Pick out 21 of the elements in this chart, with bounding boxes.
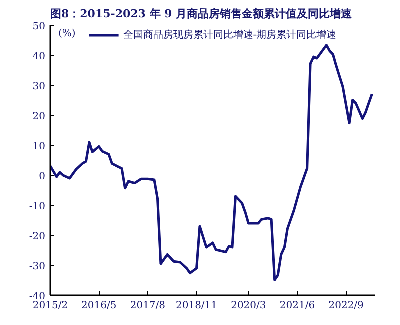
y-tick-label: -10 [29,202,46,212]
y-tick-label: 0 [39,172,46,182]
chart-title: 图8：2015-2023 年 9 月商品房销售金额累计值及同比增速 [50,8,354,20]
y-tick-label: -40 [29,292,46,302]
y-tick-label: 50 [32,22,46,32]
legend-label: 全国商品房现房累计同比增速-期房累计同比增速 [123,28,337,42]
x-tick-label: 2018/11 [176,300,218,312]
y-axis-title: (%) [58,28,76,40]
y-tick-label: 30 [32,82,46,92]
x-tick-label: 2015/2 [32,300,68,312]
x-tick-label: 2017/8 [130,300,166,312]
line-series [50,44,374,282]
x-tick-label: 2016/5 [82,300,117,312]
y-tick-label: 20 [32,112,46,122]
x-tick-label: 2021/6 [280,300,316,312]
y-tick-label: 10 [32,142,46,152]
y-tick-label: -20 [29,232,46,242]
x-tick-label: 2020/3 [231,300,266,312]
y-tick-label: -30 [29,262,46,272]
y-tick-label: 40 [32,52,46,62]
x-tick-label: 2022/9 [328,300,364,312]
